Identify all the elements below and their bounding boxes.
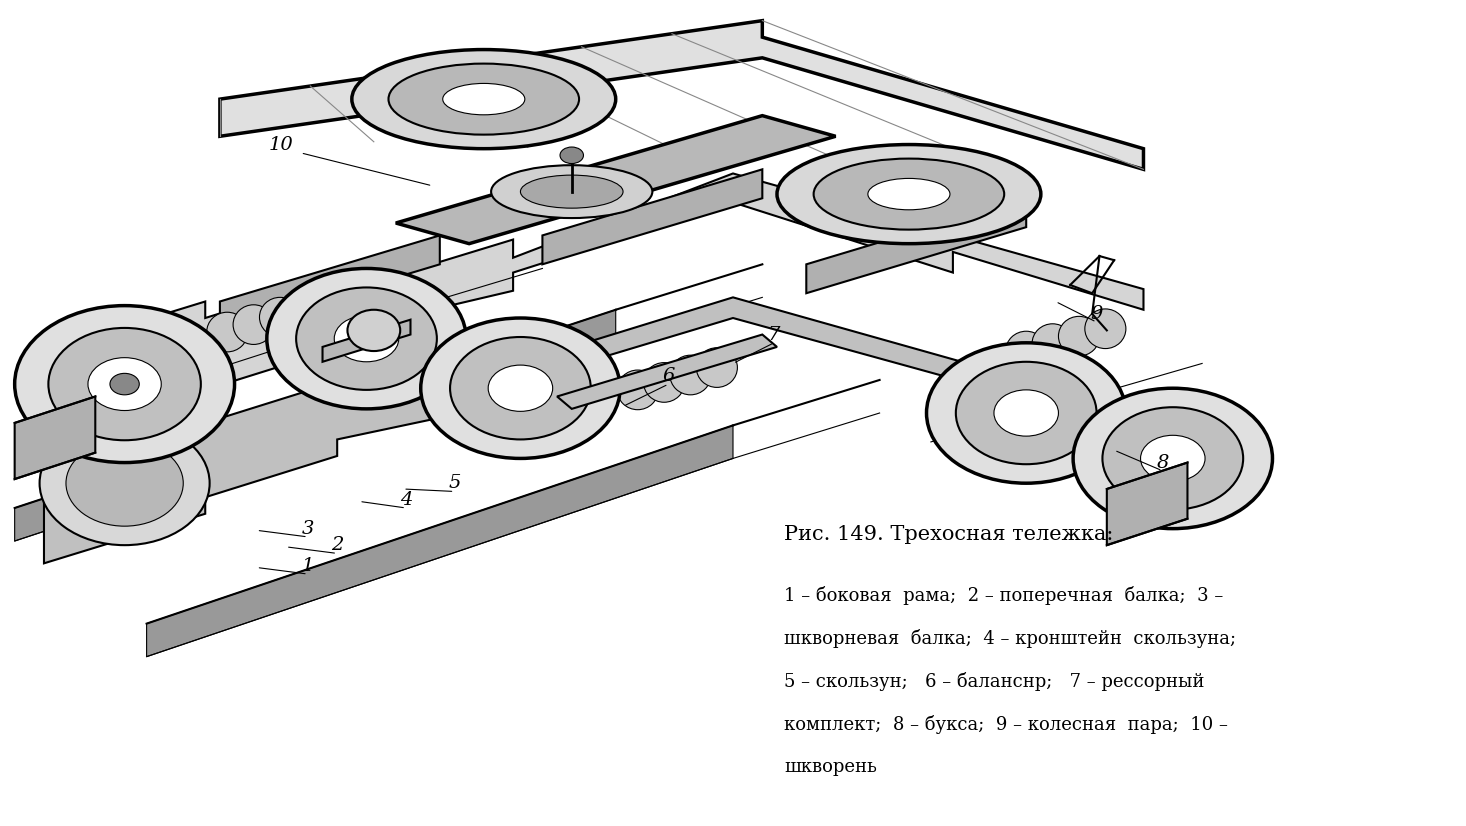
Ellipse shape (1073, 388, 1272, 529)
Ellipse shape (1141, 435, 1205, 482)
Polygon shape (220, 235, 440, 330)
Polygon shape (557, 335, 777, 409)
Ellipse shape (421, 318, 620, 458)
Text: 1: 1 (302, 557, 314, 575)
Ellipse shape (66, 440, 183, 526)
Ellipse shape (296, 287, 437, 390)
Text: 10: 10 (270, 135, 293, 154)
Polygon shape (15, 396, 95, 479)
Ellipse shape (491, 165, 652, 218)
Ellipse shape (560, 147, 583, 164)
Ellipse shape (443, 83, 525, 115)
Text: 6: 6 (663, 367, 674, 385)
Polygon shape (44, 297, 1143, 563)
Ellipse shape (927, 343, 1126, 483)
Text: 5 – скользун;   6 – баланснр;   7 – рессорный: 5 – скользун; 6 – баланснр; 7 – рессорны… (784, 672, 1205, 691)
Ellipse shape (88, 358, 161, 411)
Polygon shape (1107, 463, 1187, 545)
Text: Рис. 149. Трехосная тележка:: Рис. 149. Трехосная тележка: (784, 525, 1114, 544)
Ellipse shape (388, 64, 579, 135)
Ellipse shape (267, 268, 466, 409)
Polygon shape (806, 198, 1026, 293)
Polygon shape (15, 310, 616, 541)
Text: 1 – боковая  рама;  2 – поперечная  балка;  3 –: 1 – боковая рама; 2 – поперечная балка; … (784, 586, 1224, 605)
Ellipse shape (488, 365, 553, 411)
Ellipse shape (40, 421, 210, 545)
Ellipse shape (259, 297, 301, 337)
Polygon shape (323, 320, 410, 362)
Ellipse shape (110, 373, 139, 395)
Polygon shape (147, 425, 733, 657)
Ellipse shape (347, 310, 400, 351)
Text: 2: 2 (331, 536, 343, 554)
Ellipse shape (1058, 316, 1100, 356)
Ellipse shape (1102, 407, 1243, 510)
Text: 8: 8 (1157, 453, 1168, 472)
Ellipse shape (233, 305, 274, 344)
Ellipse shape (286, 290, 327, 330)
Text: 3: 3 (302, 520, 314, 538)
Ellipse shape (670, 355, 711, 395)
Text: 4: 4 (400, 491, 412, 509)
Ellipse shape (644, 363, 685, 402)
Ellipse shape (520, 175, 623, 208)
Polygon shape (542, 169, 762, 264)
Ellipse shape (994, 390, 1058, 436)
Ellipse shape (956, 362, 1097, 464)
Ellipse shape (15, 306, 235, 463)
Ellipse shape (868, 178, 950, 210)
Ellipse shape (334, 316, 399, 362)
Ellipse shape (1032, 324, 1073, 363)
Polygon shape (44, 173, 1143, 456)
Text: шкворневая  балка;  4 – кронштейн  скользуна;: шкворневая балка; 4 – кронштейн скользун… (784, 629, 1236, 648)
Text: комплект;  8 – букса;  9 – колесная  пара;  10 –: комплект; 8 – букса; 9 – колесная пара; … (784, 715, 1229, 734)
Ellipse shape (1006, 331, 1047, 371)
Text: 7: 7 (768, 325, 780, 344)
Ellipse shape (207, 312, 248, 352)
Ellipse shape (1085, 309, 1126, 349)
Ellipse shape (48, 328, 201, 440)
Text: 9: 9 (1091, 305, 1102, 323)
Polygon shape (220, 21, 1143, 169)
Text: шкворень: шкворень (784, 758, 877, 776)
Ellipse shape (450, 337, 591, 439)
Ellipse shape (617, 370, 658, 410)
Ellipse shape (696, 348, 737, 387)
Polygon shape (396, 116, 836, 244)
Text: 5: 5 (449, 474, 460, 492)
Ellipse shape (814, 159, 1004, 230)
Ellipse shape (777, 145, 1041, 244)
Ellipse shape (352, 50, 616, 149)
